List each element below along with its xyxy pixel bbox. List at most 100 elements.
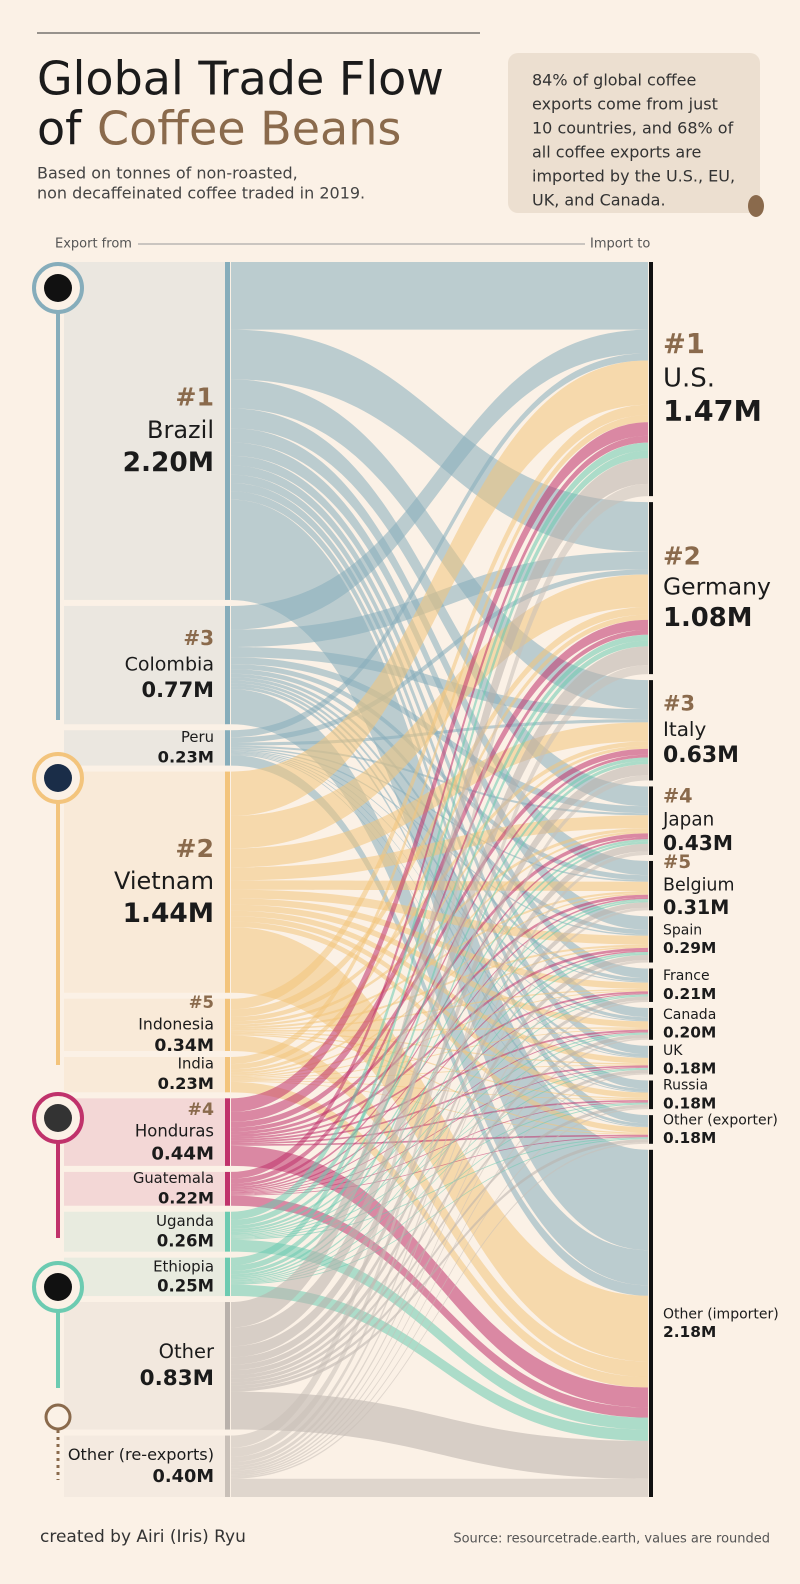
title-line: of [37, 102, 83, 156]
source-bar [225, 1435, 230, 1497]
flow [231, 1102, 648, 1239]
flow [231, 1031, 648, 1065]
source-panel [64, 1302, 226, 1430]
target-bar [649, 916, 653, 963]
flow [231, 1081, 648, 1388]
flow [231, 1029, 648, 1141]
nodes: #1Brazil2.20M#3Colombia0.77MPeru0.23M#2V… [64, 262, 779, 1497]
source-label: #2 [175, 834, 214, 863]
flow [231, 839, 648, 1232]
target-label: Other (exporter) [663, 1112, 778, 1128]
source-label: #5 [189, 993, 214, 1012]
source-panel [64, 605, 226, 725]
flow [231, 606, 648, 1017]
flow [231, 1035, 648, 1378]
flow [231, 994, 648, 1236]
target-label: Italy [663, 717, 706, 741]
flow [231, 894, 648, 1135]
source-bar [225, 262, 230, 600]
title-line: Global Trade Flow [37, 52, 444, 106]
flow [231, 722, 648, 868]
source-panel [64, 1056, 226, 1093]
flow [231, 1107, 648, 1478]
flow [231, 458, 648, 1328]
source-label: Brazil [147, 416, 214, 444]
source-label: #1 [175, 383, 214, 412]
flow [231, 897, 648, 1190]
source-label: 0.34M [154, 1036, 214, 1056]
target-label: 0.31M [663, 896, 729, 919]
source-label: Ethiopia [153, 1257, 214, 1275]
flow [231, 353, 648, 738]
target-label: #5 [663, 852, 691, 873]
source-label: 0.40M [153, 1467, 214, 1487]
flow [231, 833, 648, 1132]
note-line: imported by the U.S., EU, [532, 167, 735, 186]
target-label: Belgium [663, 876, 734, 896]
flow [231, 1000, 648, 1473]
flow [231, 1100, 648, 1145]
source-label: #3 [183, 626, 214, 650]
source-panel [64, 1211, 226, 1252]
flow [231, 927, 648, 1362]
flow [231, 921, 648, 1133]
source-bar [225, 730, 230, 766]
flow [231, 646, 648, 1347]
flow [231, 647, 648, 720]
source-label: 0.23M [158, 1074, 214, 1093]
flow [231, 1391, 648, 1479]
region-icons [32, 262, 84, 1480]
source-panel [64, 771, 226, 993]
flows [231, 262, 648, 1497]
flow [231, 955, 648, 1376]
flow [231, 951, 648, 1235]
flow [231, 1034, 648, 1134]
source-note: Source: resourcetrade.earth, values are … [453, 1532, 770, 1547]
target-label: France [663, 968, 710, 984]
flow [231, 329, 648, 630]
note-line: 84% of global coffee [532, 71, 696, 90]
flow [231, 843, 648, 1365]
flow [231, 665, 648, 1457]
note-box [508, 53, 760, 213]
source-label: Vietnam [114, 867, 214, 895]
flow [231, 415, 648, 1065]
flow [231, 753, 648, 1093]
source-bar [225, 605, 230, 725]
flow [231, 634, 648, 1226]
target-bar [649, 680, 653, 781]
flow [231, 614, 648, 1070]
source-label: Colombia [125, 654, 214, 676]
target-label: 0.20M [663, 1023, 716, 1041]
flow [231, 831, 648, 1075]
credit: created by Airi (Iris) Ryu [40, 1527, 246, 1547]
source-label: 2.20M [123, 447, 214, 478]
flow [231, 893, 648, 1076]
flow [231, 442, 648, 1220]
source-label: Uganda [156, 1212, 214, 1230]
flow [231, 1104, 648, 1389]
flow [231, 1101, 648, 1195]
flow [231, 946, 648, 1078]
source-label: 1.44M [123, 898, 214, 929]
source-label: Guatemala [133, 1170, 214, 1187]
flow [231, 657, 648, 814]
flow [231, 1067, 648, 1195]
source-label: 0.83M [140, 1366, 214, 1391]
flow [231, 944, 648, 1029]
source-panel [64, 1435, 226, 1497]
target-label: U.S. [663, 364, 715, 394]
source-bar [225, 1302, 230, 1430]
source-label: 0.44M [151, 1143, 214, 1164]
source-bar [225, 1257, 230, 1297]
subtitle: non decaffeinated coffee traded in 2019. [37, 184, 365, 203]
target-label: 0.21M [663, 985, 716, 1003]
source-panel [64, 730, 226, 766]
flow [231, 745, 648, 816]
target-bar [649, 786, 653, 855]
flow [231, 988, 648, 1031]
flow [231, 1034, 648, 1383]
flow [231, 1068, 648, 1283]
note: 84% of global coffee exports come from ju… [532, 71, 735, 210]
